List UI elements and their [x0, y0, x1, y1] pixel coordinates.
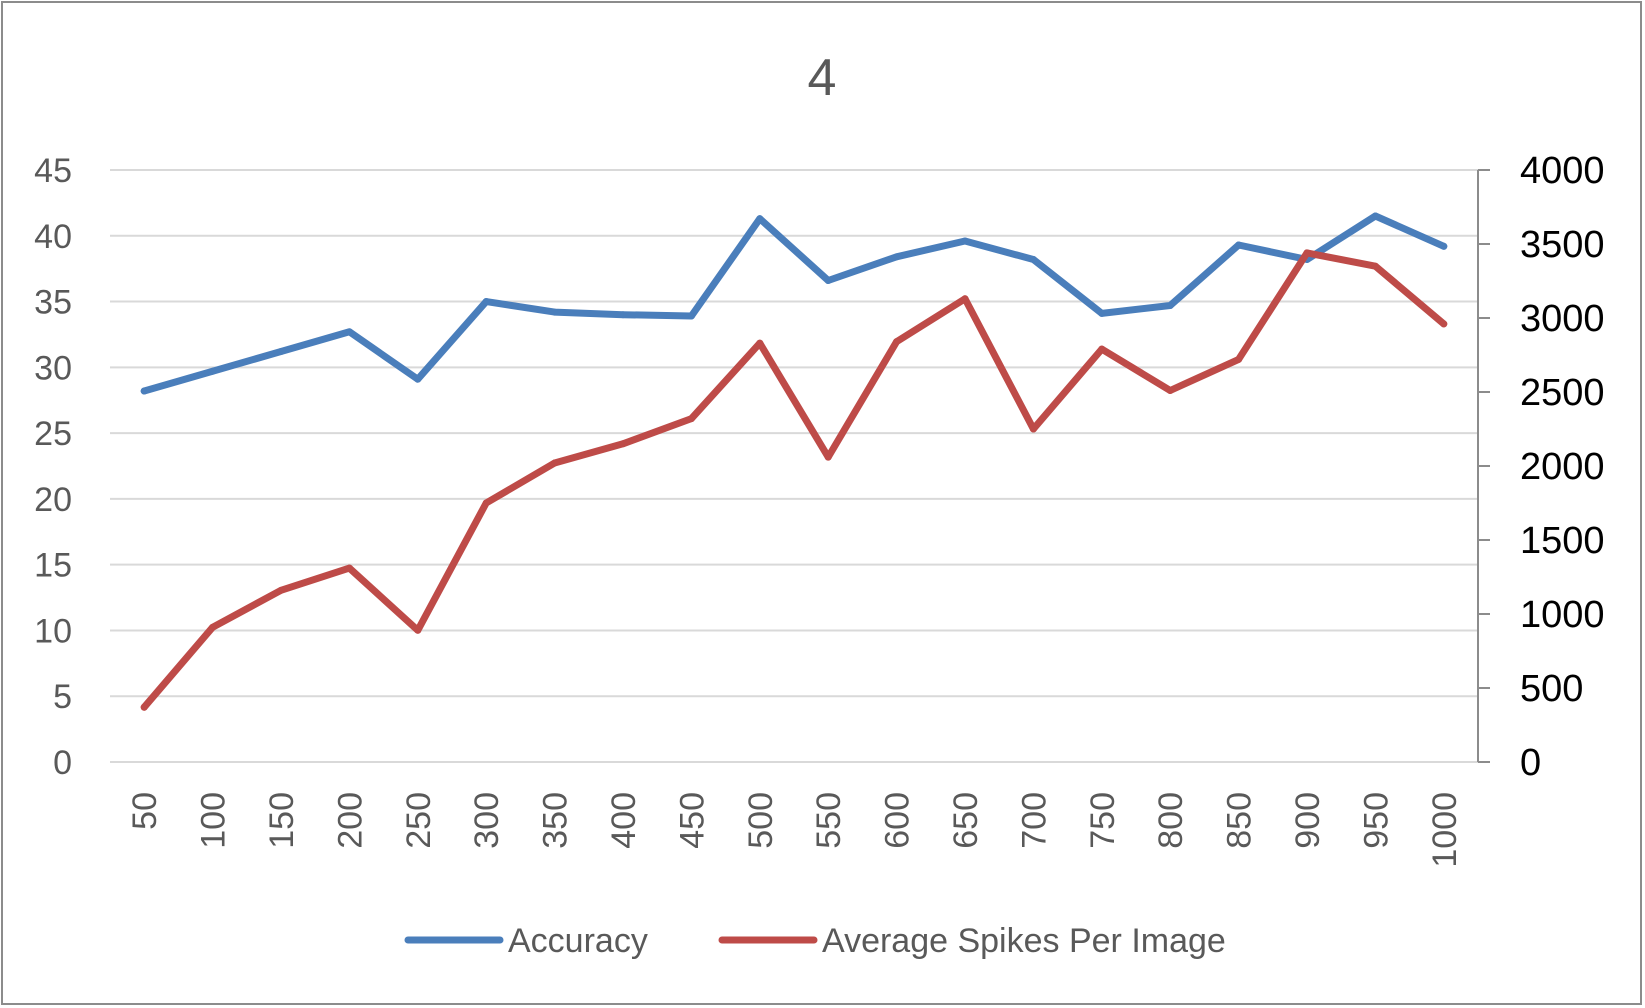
data-point — [482, 298, 490, 306]
x-tick-label: 1000 — [1426, 792, 1464, 868]
right-y-axis: 0 500 1000 1500 2000 2500 3000 3500 4000 — [1477, 150, 1605, 784]
right-tick-label: 500 — [1520, 668, 1583, 710]
x-tick-label: 650 — [947, 792, 985, 849]
x-tick-label: 550 — [810, 792, 848, 849]
x-tick-label: 200 — [331, 792, 369, 849]
data-point — [1098, 309, 1106, 317]
data-point — [619, 311, 627, 319]
left-tick-label: 45 — [34, 152, 72, 190]
data-point — [893, 253, 901, 261]
data-point — [551, 308, 559, 316]
data-point — [1235, 355, 1243, 363]
data-point — [140, 387, 148, 395]
legend-label: Average Spikes Per Image — [822, 922, 1226, 960]
x-tick-label: 700 — [1015, 792, 1053, 849]
x-tick-label: 100 — [195, 792, 233, 849]
x-tick-label: 50 — [126, 792, 164, 830]
series-line-accuracy — [140, 212, 1448, 395]
data-point — [1371, 212, 1379, 220]
right-tick-label: 2500 — [1520, 372, 1605, 414]
left-y-axis: 0 5 10 15 20 25 30 35 40 45 — [34, 152, 72, 782]
data-point — [824, 277, 832, 285]
legend-label: Accuracy — [508, 922, 648, 960]
x-tick-label: 850 — [1221, 792, 1259, 849]
data-point — [756, 339, 764, 347]
x-tick-label: 250 — [400, 792, 438, 849]
left-tick-label: 25 — [34, 415, 72, 453]
data-point — [1371, 262, 1379, 270]
x-tick-label: 600 — [879, 792, 917, 849]
left-tick-label: 10 — [34, 612, 72, 650]
data-point — [1029, 255, 1037, 263]
left-tick-label: 35 — [34, 284, 72, 322]
legend: Accuracy Average Spikes Per Image — [404, 922, 1226, 960]
data-point — [1029, 425, 1037, 433]
right-tick-label: 4000 — [1520, 150, 1605, 192]
x-tick-label: 500 — [742, 792, 780, 849]
data-point — [345, 328, 353, 336]
right-tick-label: 3000 — [1520, 298, 1605, 340]
left-tick-label: 0 — [53, 744, 72, 782]
data-point — [687, 415, 695, 423]
left-tick-label: 5 — [53, 678, 72, 716]
data-point — [1303, 249, 1311, 257]
data-point — [824, 453, 832, 461]
left-tick-label: 40 — [34, 218, 72, 256]
x-tick-label: 400 — [605, 792, 643, 849]
chart-title: 4 — [808, 49, 837, 107]
x-tick-label: 750 — [1084, 792, 1122, 849]
right-tick-label: 0 — [1520, 742, 1541, 784]
data-point — [551, 459, 559, 467]
data-point — [1166, 387, 1174, 395]
x-tick-label: 350 — [537, 792, 575, 849]
data-point — [961, 295, 969, 303]
right-tick-label: 3500 — [1520, 224, 1605, 266]
data-point — [687, 312, 695, 320]
data-point — [209, 367, 217, 375]
data-point — [414, 375, 422, 383]
data-point — [1440, 242, 1448, 250]
left-tick-label: 20 — [34, 481, 72, 519]
data-point — [756, 215, 764, 223]
data-point — [1440, 320, 1448, 328]
x-axis: 50 100 150 200 250 300 350 400 450 500 550 600 650 70… — [126, 792, 1464, 868]
data-point — [414, 626, 422, 634]
data-point — [345, 564, 353, 572]
right-tick-label: 1500 — [1520, 520, 1605, 562]
data-point — [961, 237, 969, 245]
data-point — [277, 586, 285, 594]
x-tick-label: 800 — [1152, 792, 1190, 849]
data-point — [277, 348, 285, 356]
series-lines — [140, 212, 1448, 711]
x-tick-label: 300 — [468, 792, 506, 849]
data-point — [1098, 345, 1106, 353]
left-tick-label: 30 — [34, 349, 72, 387]
data-point — [482, 499, 490, 507]
data-point — [1235, 241, 1243, 249]
data-point — [209, 623, 217, 631]
x-tick-label: 900 — [1289, 792, 1327, 849]
left-tick-label: 15 — [34, 547, 72, 585]
data-point — [619, 440, 627, 448]
data-point — [1166, 302, 1174, 310]
x-tick-label: 950 — [1357, 792, 1395, 849]
right-tick-label: 1000 — [1520, 594, 1605, 636]
x-tick-label: 450 — [673, 792, 711, 849]
data-point — [893, 338, 901, 346]
x-tick-label: 150 — [263, 792, 301, 849]
series-line-average-spikes — [140, 249, 1448, 711]
data-point — [140, 703, 148, 711]
right-tick-label: 2000 — [1520, 446, 1605, 488]
gridlines — [110, 169, 1478, 763]
